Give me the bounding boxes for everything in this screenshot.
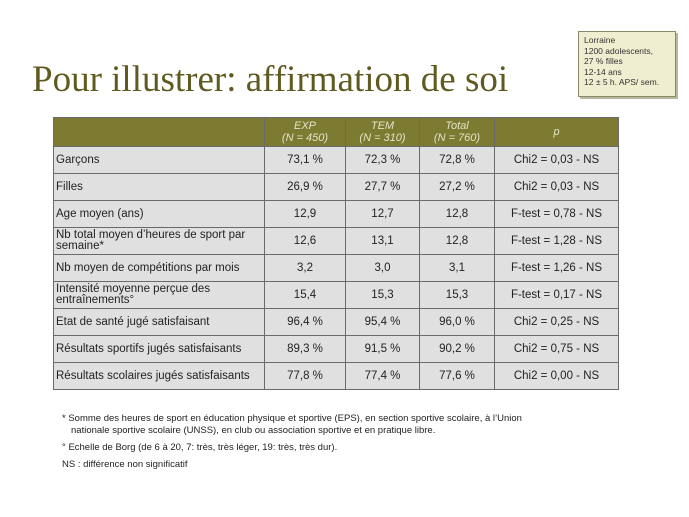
header-tem-name: TEM [370,120,395,132]
cell-total: 96,0 % [419,308,495,336]
cell-p: Chi2 = 0,03 - NS [494,146,619,174]
slide-title: Pour illustrer: affirmation de soi [32,59,509,100]
table-row: Filles 26,9 % 27,7 % 27,2 % Chi2 = 0,03 … [53,173,619,201]
header-total-name: Total [445,120,469,132]
cell-p: Chi2 = 0,25 - NS [494,308,619,336]
cell-tem: 95,4 % [345,308,420,336]
study-info-box: Lorraine 1200 adolescents, 27 % filles 1… [578,31,676,97]
cell-total: 15,3 [419,281,495,309]
row-label: Intensité moyenne perçue des entraînemen… [53,281,265,309]
results-table: EXP (N = 450) TEM (N = 310) Total (N = 7… [53,117,619,390]
table-row: Résultats scolaires jugés satisfaisants … [53,362,619,390]
cell-exp: 89,3 % [264,335,346,363]
info-line: Lorraine [584,35,616,45]
table-row: Résultats sportifs jugés satisfaisants 8… [53,335,619,363]
cell-tem: 12,7 [345,200,420,228]
footnote-ns: NS : différence non significatif [62,459,188,470]
footnote-hours-line1: * Somme des heures de sport en éducation… [62,413,522,424]
cell-exp: 96,4 % [264,308,346,336]
footnote-hours: * Somme des heures de sport en éducation… [62,413,662,437]
header-exp-n: (N = 450) [281,132,329,144]
cell-tem: 27,7 % [345,173,420,201]
footnotes: * Somme des heures de sport en éducation… [62,413,662,476]
header-cell-tem: TEM (N = 310) [345,117,420,147]
cell-tem: 13,1 [345,227,420,255]
cell-p: Chi2 = 0,03 - NS [494,173,619,201]
table-row: Garçons 73,1 % 72,3 % 72,8 % Chi2 = 0,03… [53,146,619,174]
cell-exp: 26,9 % [264,173,346,201]
table-row: Nb total moyen d’heures de sport par sem… [53,227,619,255]
cell-p: F-test = 1,28 - NS [494,227,619,255]
info-line: 12 ± 5 h. APS/ sem. [584,77,660,87]
cell-exp: 77,8 % [264,362,346,390]
cell-total: 72,8 % [419,146,495,174]
cell-tem: 77,4 % [345,362,420,390]
footnote-borg: ° Echelle de Borg (de 6 à 20, 7: très, t… [62,442,338,453]
cell-p: Chi2 = 0,00 - NS [494,362,619,390]
cell-tem: 3,0 [345,254,420,282]
cell-total: 12,8 [419,227,495,255]
header-cell-exp: EXP (N = 450) [264,117,346,147]
row-label: Nb moyen de compétitions par mois [53,254,265,282]
row-label: Garçons [53,146,265,174]
cell-exp: 12,6 [264,227,346,255]
row-label: Age moyen (ans) [53,200,265,228]
cell-p: Chi2 = 0,75 - NS [494,335,619,363]
header-total-n: (N = 760) [433,132,481,144]
header-cell-label [53,117,265,147]
row-label: Nb total moyen d’heures de sport par sem… [53,227,265,255]
cell-total: 3,1 [419,254,495,282]
header-tem-n: (N = 310) [359,132,406,144]
table-row: Age moyen (ans) 12,9 12,7 12,8 F-test = … [53,200,619,228]
cell-exp: 12,9 [264,200,346,228]
cell-total: 77,6 % [419,362,495,390]
cell-exp: 3,2 [264,254,346,282]
cell-tem: 91,5 % [345,335,420,363]
cell-exp: 15,4 [264,281,346,309]
info-line: 1200 adolescents, [584,45,653,56]
info-line: 12-14 ans [584,66,622,77]
row-label: Résultats sportifs jugés satisfaisants [53,335,265,363]
row-label: Etat de santé jugé satisfaisant [53,308,265,336]
cell-tem: 72,3 % [345,146,420,174]
cell-p: F-test = 1,26 - NS [494,254,619,282]
cell-p: F-test = 0,78 - NS [494,200,619,228]
header-p-name: p [553,126,560,138]
header-cell-p: p [494,117,619,147]
table-header-row: EXP (N = 450) TEM (N = 310) Total (N = 7… [53,117,619,147]
cell-total: 12,8 [419,200,495,228]
cell-total: 90,2 % [419,335,495,363]
row-label: Filles [53,173,265,201]
table-row: Intensité moyenne perçue des entraînemen… [53,281,619,309]
header-cell-total: Total (N = 760) [419,117,495,147]
cell-total: 27,2 % [419,173,495,201]
cell-p: F-test = 0,17 - NS [494,281,619,309]
table-row: Etat de santé jugé satisfaisant 96,4 % 9… [53,308,619,336]
row-label: Résultats scolaires jugés satisfaisants [53,362,265,390]
footnote-hours-line2: nationale sportive scolaire (UNSS), en c… [71,425,436,436]
cell-tem: 15,3 [345,281,420,309]
cell-exp: 73,1 % [264,146,346,174]
table-row: Nb moyen de compétitions par mois 3,2 3,… [53,254,619,282]
header-exp-name: EXP [293,120,316,132]
info-line: 27 % filles [584,56,623,66]
